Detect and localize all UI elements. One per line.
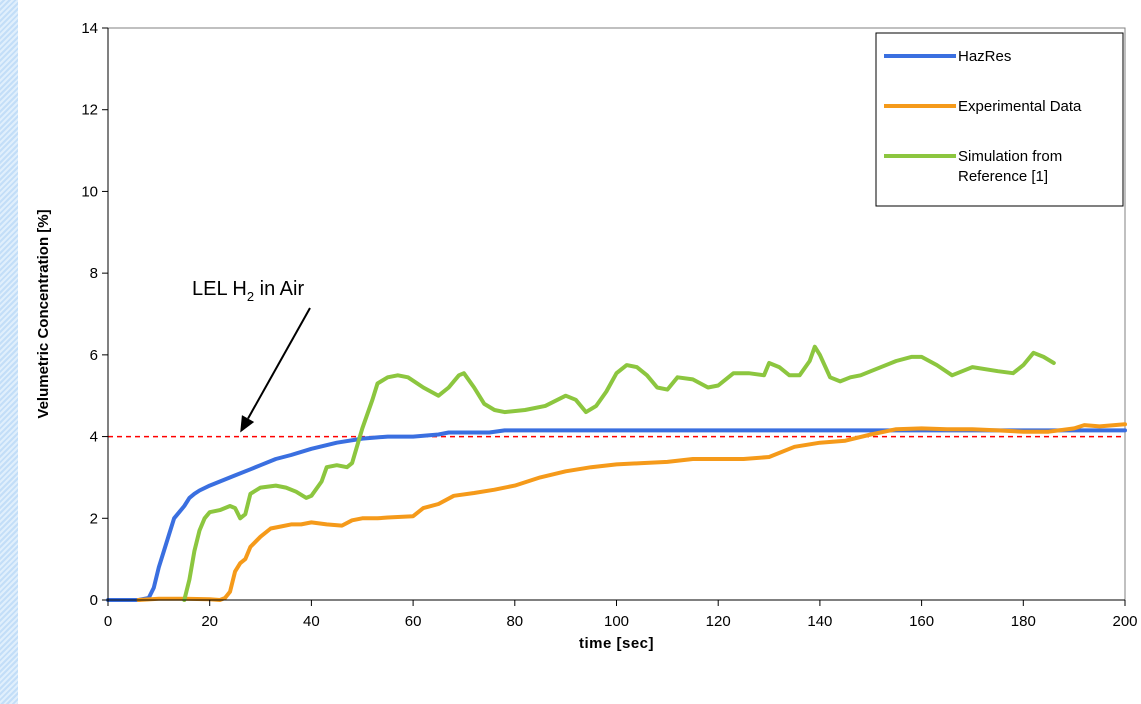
y-tick-label: 14: [81, 20, 98, 37]
y-tick-label: 6: [90, 347, 98, 364]
x-tick-label: 80: [506, 613, 523, 630]
y-axis-title: Velumetric Concentration [%]: [35, 209, 52, 418]
x-tick-label: 100: [604, 613, 629, 630]
series-line-0: [106, 428, 1127, 602]
y-tick-label: 4: [90, 429, 98, 446]
legend: HazRes Experimental Data Simulation from Re…: [875, 32, 1124, 207]
x-tick-label: 60: [405, 613, 422, 630]
y-tick-label: 0: [90, 592, 98, 609]
annotation-arrowhead: [240, 415, 255, 433]
legend-box: [875, 32, 1124, 207]
y-tick-label: 12: [81, 102, 98, 119]
series-line-1: [136, 422, 1127, 602]
x-tick-label: 140: [807, 613, 832, 630]
x-axis-title: time [sec]: [579, 635, 654, 652]
x-tick-label: 120: [706, 613, 731, 630]
x-tick-label: 0: [104, 613, 112, 630]
x-tick-label: 160: [909, 613, 934, 630]
legend-label-1: Experimental Data: [958, 98, 1082, 115]
series-line-2: [182, 344, 1056, 602]
chart-panel: 0 2 4 6 8 10 12 14 0 20 40 60 80 100 120 140 160 180 200 t…: [18, 0, 1141, 704]
y-tick-label: 2: [90, 510, 98, 527]
x-tick-label: 20: [201, 613, 218, 630]
lel-annotation-prefix: LEL H: [192, 278, 247, 300]
lel-annotation-suffix: in Air: [254, 278, 304, 300]
lel-annotation: LEL H2 in Air: [192, 278, 304, 304]
legend-label-2: Simulation from Reference [1]: [958, 148, 1062, 185]
series-layer: [106, 344, 1127, 602]
x-tick-label: 40: [303, 613, 320, 630]
legend-label-0: HazRes: [958, 48, 1011, 65]
x-tick-label: 200: [1112, 613, 1137, 630]
y-tick-label: 10: [81, 183, 98, 200]
lel-annotation-subscript: 2: [247, 289, 254, 304]
x-tick-label: 180: [1011, 613, 1036, 630]
y-tick-label: 8: [90, 265, 98, 282]
annotation-arrow: [247, 307, 311, 420]
